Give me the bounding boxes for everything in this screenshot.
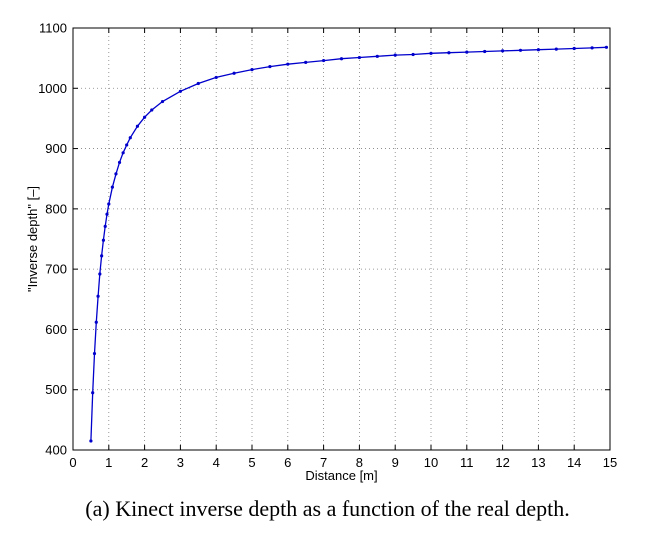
data-point xyxy=(178,89,182,93)
data-point xyxy=(150,108,154,112)
y-tick-label: 400 xyxy=(45,443,67,458)
y-tick-label: 900 xyxy=(45,141,67,156)
y-tick-label: 700 xyxy=(45,262,67,277)
data-point xyxy=(160,99,165,104)
data-point xyxy=(465,50,469,54)
data-point xyxy=(322,58,326,63)
x-tick-label: 12 xyxy=(495,455,509,470)
x-tick-label: 2 xyxy=(141,455,148,470)
data-point xyxy=(125,143,129,147)
data-point xyxy=(96,294,100,298)
ticks xyxy=(72,27,611,451)
data-point xyxy=(339,57,344,61)
series-line xyxy=(90,46,607,442)
data-point xyxy=(91,391,95,395)
x-tick-label: 11 xyxy=(460,455,474,470)
y-axis-title: "Inverse depth" [–] xyxy=(25,186,40,292)
data-point xyxy=(429,51,433,55)
y-tick-label: 1000 xyxy=(38,81,67,96)
x-tick-label: 7 xyxy=(320,455,327,470)
data-point xyxy=(518,48,523,52)
inverse-depth-chart: 0 1 2 3 4 5 6 7 8 9 10 11 12 13 14 15400500600700800900… xyxy=(25,21,617,484)
data-point xyxy=(501,49,505,53)
x-tick-label: 1 xyxy=(105,455,112,470)
data-point xyxy=(143,115,147,119)
data-point xyxy=(250,67,254,72)
x-tick-label: 5 xyxy=(248,455,255,470)
data-point xyxy=(411,52,415,57)
data-point xyxy=(117,160,122,165)
data-point xyxy=(94,320,98,324)
data-point xyxy=(110,185,114,189)
data-point xyxy=(536,48,541,52)
data-point xyxy=(196,81,200,86)
plot-frame xyxy=(72,27,611,451)
data-point xyxy=(92,351,97,356)
data-point xyxy=(554,47,558,51)
data-point xyxy=(135,124,140,128)
data-point xyxy=(214,75,218,80)
data-point xyxy=(483,49,487,54)
data-point xyxy=(101,238,106,242)
data-point xyxy=(393,53,397,57)
data-point xyxy=(604,45,609,49)
data-point xyxy=(105,212,109,216)
data-point xyxy=(375,54,379,58)
figure-caption: (a) Kinect inverse depth as a function o… xyxy=(85,496,570,521)
data-point xyxy=(121,151,125,155)
data-point xyxy=(268,64,272,69)
data-point xyxy=(357,55,361,60)
data-point xyxy=(89,439,93,443)
data-point xyxy=(572,46,576,51)
tick-labels: 0 1 2 3 4 5 6 7 8 9 10 11 12 13 14 15400500600700800900… xyxy=(38,21,617,471)
data-point xyxy=(304,60,308,64)
x-tick-label: 14 xyxy=(567,455,581,470)
data-point xyxy=(98,272,102,276)
x-tick-label: 9 xyxy=(392,455,399,470)
x-tick-label: 6 xyxy=(284,455,291,470)
x-tick-label: 8 xyxy=(356,455,363,470)
y-tick-label: 800 xyxy=(45,201,67,216)
x-axis-title: Distance [m] xyxy=(305,468,377,483)
data-point xyxy=(107,202,111,206)
x-tick-label: 3 xyxy=(177,455,184,470)
x-tick-label: 13 xyxy=(531,455,545,470)
x-tick-label: 4 xyxy=(213,455,220,470)
data-point xyxy=(447,51,451,55)
plot-series xyxy=(89,45,609,443)
data-point xyxy=(114,172,118,176)
x-tick-label: 15 xyxy=(603,455,617,470)
data-point xyxy=(103,224,107,228)
y-tick-label: 600 xyxy=(45,322,67,337)
data-point xyxy=(286,62,290,66)
x-tick-label: 10 xyxy=(424,455,438,470)
data-point xyxy=(232,71,236,75)
data-point xyxy=(100,254,104,258)
data-point xyxy=(128,136,132,140)
x-tick-label: 0 xyxy=(69,455,76,470)
data-point xyxy=(590,46,594,50)
y-tick-label: 1100 xyxy=(39,21,67,36)
y-tick-label: 500 xyxy=(45,382,67,397)
grid xyxy=(73,28,610,450)
